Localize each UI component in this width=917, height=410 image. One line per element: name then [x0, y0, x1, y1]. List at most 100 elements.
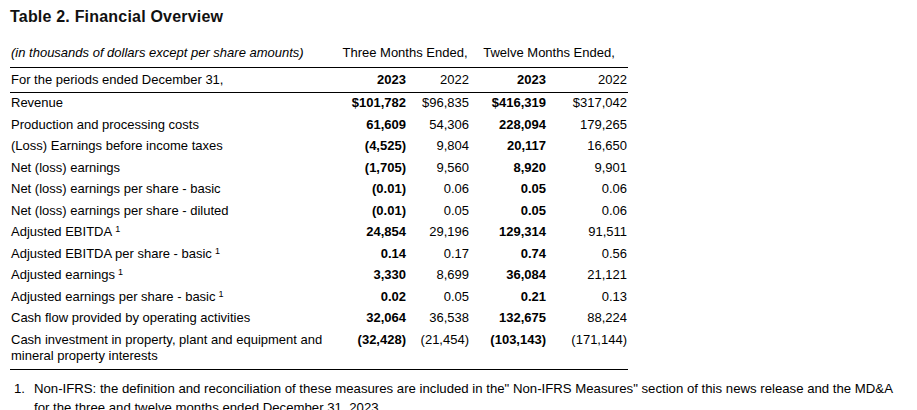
value-12mo-2022: 0.06: [547, 179, 628, 201]
footnote-ref: 1: [115, 224, 120, 234]
value-3mo-2023: 3,330: [340, 265, 407, 287]
row-label: Adjusted EBITDA1: [10, 222, 340, 244]
footnote-ref: 1: [215, 246, 220, 256]
footnote: 1. Non-IFRS: the definition and reconcil…: [10, 379, 906, 410]
value-3mo-2023: 0.14: [340, 244, 407, 266]
row-label: Adjusted earnings1: [10, 265, 340, 287]
row-label: Adjusted earnings per share - basic1: [10, 287, 340, 309]
value-12mo-2023: 20,117: [470, 136, 547, 158]
value-3mo-2022: (21,454): [407, 330, 470, 370]
value-3mo-2023: (0.01): [340, 201, 407, 223]
table-row-adjusted-earnings-per-share: Adjusted earnings per share - basic1 0.0…: [10, 287, 628, 309]
value-3mo-2022: 0.05: [407, 201, 470, 223]
column-group-twelve-months: Twelve Months Ended,: [470, 43, 628, 67]
footnote-ref: 1: [219, 289, 224, 299]
footnote-marker: 1.: [10, 379, 34, 410]
column-group-three-months: Three Months Ended,: [340, 43, 470, 67]
value-3mo-2022: 9,804: [407, 136, 470, 158]
value-3mo-2022: 54,306: [407, 115, 470, 137]
value-12mo-2022: 91,511: [547, 222, 628, 244]
value-12mo-2023: 8,920: [470, 158, 547, 180]
year-header-12mo-2022: 2022: [547, 67, 628, 93]
period-label: For the periods ended December 31,: [10, 67, 340, 93]
value-12mo-2023: 228,094: [470, 115, 547, 137]
table-row-eps-basic: Net (loss) earnings per share - basic (0…: [10, 179, 628, 201]
value-12mo-2023: 0.74: [470, 244, 547, 266]
header-row-years: For the periods ended December 31, 2023 …: [10, 67, 628, 93]
value-3mo-2022: 9,560: [407, 158, 470, 180]
value-3mo-2022: 0.17: [407, 244, 470, 266]
value-3mo-2023: 0.02: [340, 287, 407, 309]
row-label-text: Net (loss) earnings per share - basic: [11, 181, 221, 196]
value-3mo-2022: $96,835: [407, 93, 470, 115]
value-12mo-2023: 132,675: [470, 308, 547, 330]
value-3mo-2023: 32,064: [340, 308, 407, 330]
table-row-earnings-before-taxes: (Loss) Earnings before income taxes (4,5…: [10, 136, 628, 158]
row-label: (Loss) Earnings before income taxes: [10, 136, 340, 158]
value-3mo-2022: 36,538: [407, 308, 470, 330]
financial-overview-table: (in thousands of dollars except per shar…: [10, 43, 628, 370]
table-row-production-costs: Production and processing costs 61,609 5…: [10, 115, 628, 137]
row-label-text: (Loss) Earnings before income taxes: [11, 138, 223, 153]
value-12mo-2022: 21,121: [547, 265, 628, 287]
value-12mo-2022: 0.06: [547, 201, 628, 223]
value-12mo-2022: (171,144): [547, 330, 628, 370]
table-row-cash-flow-operating: Cash flow provided by operating activiti…: [10, 308, 628, 330]
row-label-text: Cash flow provided by operating activiti…: [11, 310, 250, 325]
row-label: Net (loss) earnings: [10, 158, 340, 180]
value-12mo-2023: $416,319: [470, 93, 547, 115]
row-label-text: Cash investment in property, plant and e…: [11, 332, 322, 364]
value-12mo-2023: 0.21: [470, 287, 547, 309]
value-3mo-2022: 8,699: [407, 265, 470, 287]
value-12mo-2023: 129,314: [470, 222, 547, 244]
value-12mo-2023: 36,084: [470, 265, 547, 287]
row-label-text: Adjusted earnings: [11, 267, 115, 282]
footnote-ref: 1: [118, 267, 123, 277]
value-3mo-2023: (4,525): [340, 136, 407, 158]
value-12mo-2023: (103,143): [470, 330, 547, 370]
year-header-3mo-2022: 2022: [407, 67, 470, 93]
footnote-text: Non-IFRS: the definition and reconciliat…: [34, 379, 906, 410]
value-12mo-2022: 0.13: [547, 287, 628, 309]
table-row-cash-investment: Cash investment in property, plant and e…: [10, 330, 628, 370]
value-3mo-2023: (0.01): [340, 179, 407, 201]
value-12mo-2023: 0.05: [470, 179, 547, 201]
row-label: Cash investment in property, plant and e…: [10, 330, 340, 370]
row-label-text: Net (loss) earnings per share - diluted: [11, 203, 229, 218]
value-3mo-2023: (32,428): [340, 330, 407, 370]
value-12mo-2022: 9,901: [547, 158, 628, 180]
value-12mo-2022: 179,265: [547, 115, 628, 137]
row-label: Net (loss) earnings per share - diluted: [10, 201, 340, 223]
row-label: Revenue: [10, 93, 340, 115]
value-3mo-2022: 29,196: [407, 222, 470, 244]
table-row-revenue: Revenue $101,782 $96,835 $416,319 $317,0…: [10, 93, 628, 115]
page-title: Table 2. Financial Overview: [10, 8, 907, 26]
row-label: Production and processing costs: [10, 115, 340, 137]
value-12mo-2023: 0.05: [470, 201, 547, 223]
value-3mo-2023: 24,854: [340, 222, 407, 244]
value-3mo-2023: $101,782: [340, 93, 407, 115]
value-3mo-2022: 0.06: [407, 179, 470, 201]
value-12mo-2022: 88,224: [547, 308, 628, 330]
header-row-units: (in thousands of dollars except per shar…: [10, 43, 628, 67]
table-row-net-earnings: Net (loss) earnings (1,705) 9,560 8,920 …: [10, 158, 628, 180]
table-row-eps-diluted: Net (loss) earnings per share - diluted …: [10, 201, 628, 223]
document-page: Table 2. Financial Overview (in thousand…: [0, 0, 917, 410]
row-label-text: Net (loss) earnings: [11, 160, 120, 175]
table-row-adjusted-ebitda-per-share: Adjusted EBITDA per share - basic1 0.14 …: [10, 244, 628, 266]
row-label-text: Adjusted earnings per share - basic: [11, 289, 216, 304]
row-label-text: Revenue: [11, 95, 63, 110]
year-header-3mo-2023: 2023: [340, 67, 407, 93]
row-label-text: Adjusted EBITDA per share - basic: [11, 246, 212, 261]
value-12mo-2022: 16,650: [547, 136, 628, 158]
row-label: Adjusted EBITDA per share - basic1: [10, 244, 340, 266]
value-12mo-2022: $317,042: [547, 93, 628, 115]
value-3mo-2022: 0.05: [407, 287, 470, 309]
value-12mo-2022: 0.56: [547, 244, 628, 266]
row-label: Cash flow provided by operating activiti…: [10, 308, 340, 330]
row-label: Net (loss) earnings per share - basic: [10, 179, 340, 201]
value-3mo-2023: (1,705): [340, 158, 407, 180]
year-header-12mo-2023: 2023: [470, 67, 547, 93]
row-label-text: Adjusted EBITDA: [11, 224, 112, 239]
table-row-adjusted-ebitda: Adjusted EBITDA1 24,854 29,196 129,314 9…: [10, 222, 628, 244]
